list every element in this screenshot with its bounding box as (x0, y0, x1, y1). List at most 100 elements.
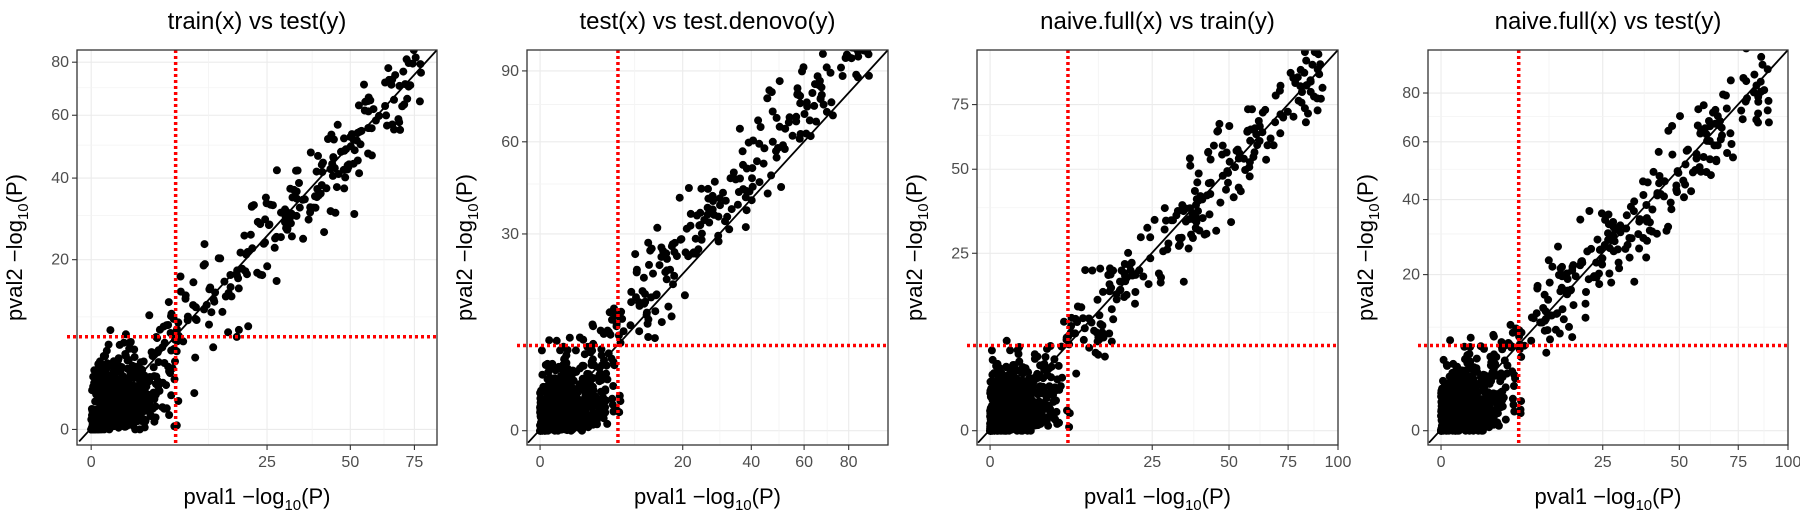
point (1452, 375, 1460, 384)
point (1143, 223, 1152, 232)
point (1615, 264, 1624, 273)
point (1096, 264, 1105, 273)
point (788, 131, 797, 140)
point (399, 67, 408, 76)
point (608, 400, 617, 409)
point (106, 326, 115, 335)
point (164, 362, 173, 371)
point (1494, 421, 1503, 430)
point (1304, 29, 1312, 37)
point (864, 50, 873, 59)
point (593, 420, 601, 429)
point (587, 361, 596, 369)
point (550, 374, 559, 383)
point (551, 410, 560, 419)
point (1469, 422, 1478, 431)
point (549, 381, 558, 390)
point (639, 273, 648, 282)
point (564, 421, 572, 430)
point (1094, 350, 1103, 359)
point (602, 369, 611, 378)
point (165, 411, 174, 419)
point (141, 417, 150, 426)
y-tick-label: 60 (51, 107, 69, 124)
point (662, 249, 671, 258)
point (1222, 185, 1230, 194)
point (1439, 355, 1448, 364)
point (360, 80, 368, 89)
point (1668, 150, 1677, 159)
point (1105, 329, 1114, 338)
point (1053, 419, 1062, 428)
y-tick-label: 80 (51, 54, 69, 71)
point (537, 346, 546, 355)
point (1630, 197, 1639, 206)
point (1206, 155, 1215, 164)
point (236, 248, 245, 257)
point (1629, 207, 1638, 216)
point (842, 1, 850, 9)
point (1269, 141, 1278, 150)
point (651, 307, 660, 316)
point (1639, 234, 1648, 242)
point (565, 333, 574, 342)
point (1045, 382, 1054, 391)
points (1437, 50, 1773, 435)
point (1162, 216, 1170, 225)
point (812, 117, 821, 126)
point (644, 238, 653, 247)
point (1662, 226, 1671, 235)
y-tick-label: 0 (1411, 423, 1420, 440)
point (1079, 314, 1087, 323)
point (1558, 305, 1567, 314)
point (1496, 389, 1505, 398)
point (602, 361, 611, 370)
point (1611, 225, 1620, 234)
point (189, 278, 198, 287)
point (106, 408, 115, 417)
point (1701, 124, 1710, 133)
point (100, 364, 109, 373)
point (727, 205, 736, 214)
point (1533, 281, 1542, 290)
point (1582, 288, 1590, 296)
point (643, 319, 652, 328)
x-tick-label: 20 (674, 454, 692, 471)
point (1722, 104, 1731, 113)
point (1470, 383, 1479, 392)
point (714, 237, 723, 246)
point (1027, 406, 1036, 415)
point (1604, 236, 1613, 244)
y-tick-label: 80 (1402, 85, 1420, 102)
point (214, 254, 223, 263)
point (1501, 415, 1510, 424)
point (1224, 178, 1232, 187)
panel-4: 0 25 50 75 100 0 20 40 60 80 naive.full(x) vs test… (1353, 8, 1800, 514)
point (1109, 315, 1118, 324)
point (1503, 361, 1512, 370)
point (696, 221, 705, 229)
point (347, 130, 356, 139)
point (394, 115, 403, 124)
point (1672, 185, 1681, 194)
point (1449, 405, 1458, 414)
point (1491, 360, 1500, 368)
point (1019, 405, 1028, 414)
point (1315, 42, 1323, 50)
point (632, 265, 641, 274)
y-tick-label: 0 (960, 423, 969, 440)
point (675, 193, 684, 202)
point (796, 91, 805, 100)
point (1545, 278, 1554, 287)
point (117, 393, 126, 401)
point (596, 369, 605, 378)
point (1706, 171, 1715, 180)
point (1007, 395, 1016, 404)
point (155, 386, 164, 395)
point (1494, 401, 1503, 409)
point (1016, 379, 1025, 388)
point (662, 266, 671, 275)
point (1002, 336, 1011, 345)
point (721, 196, 730, 205)
point (1648, 205, 1657, 214)
